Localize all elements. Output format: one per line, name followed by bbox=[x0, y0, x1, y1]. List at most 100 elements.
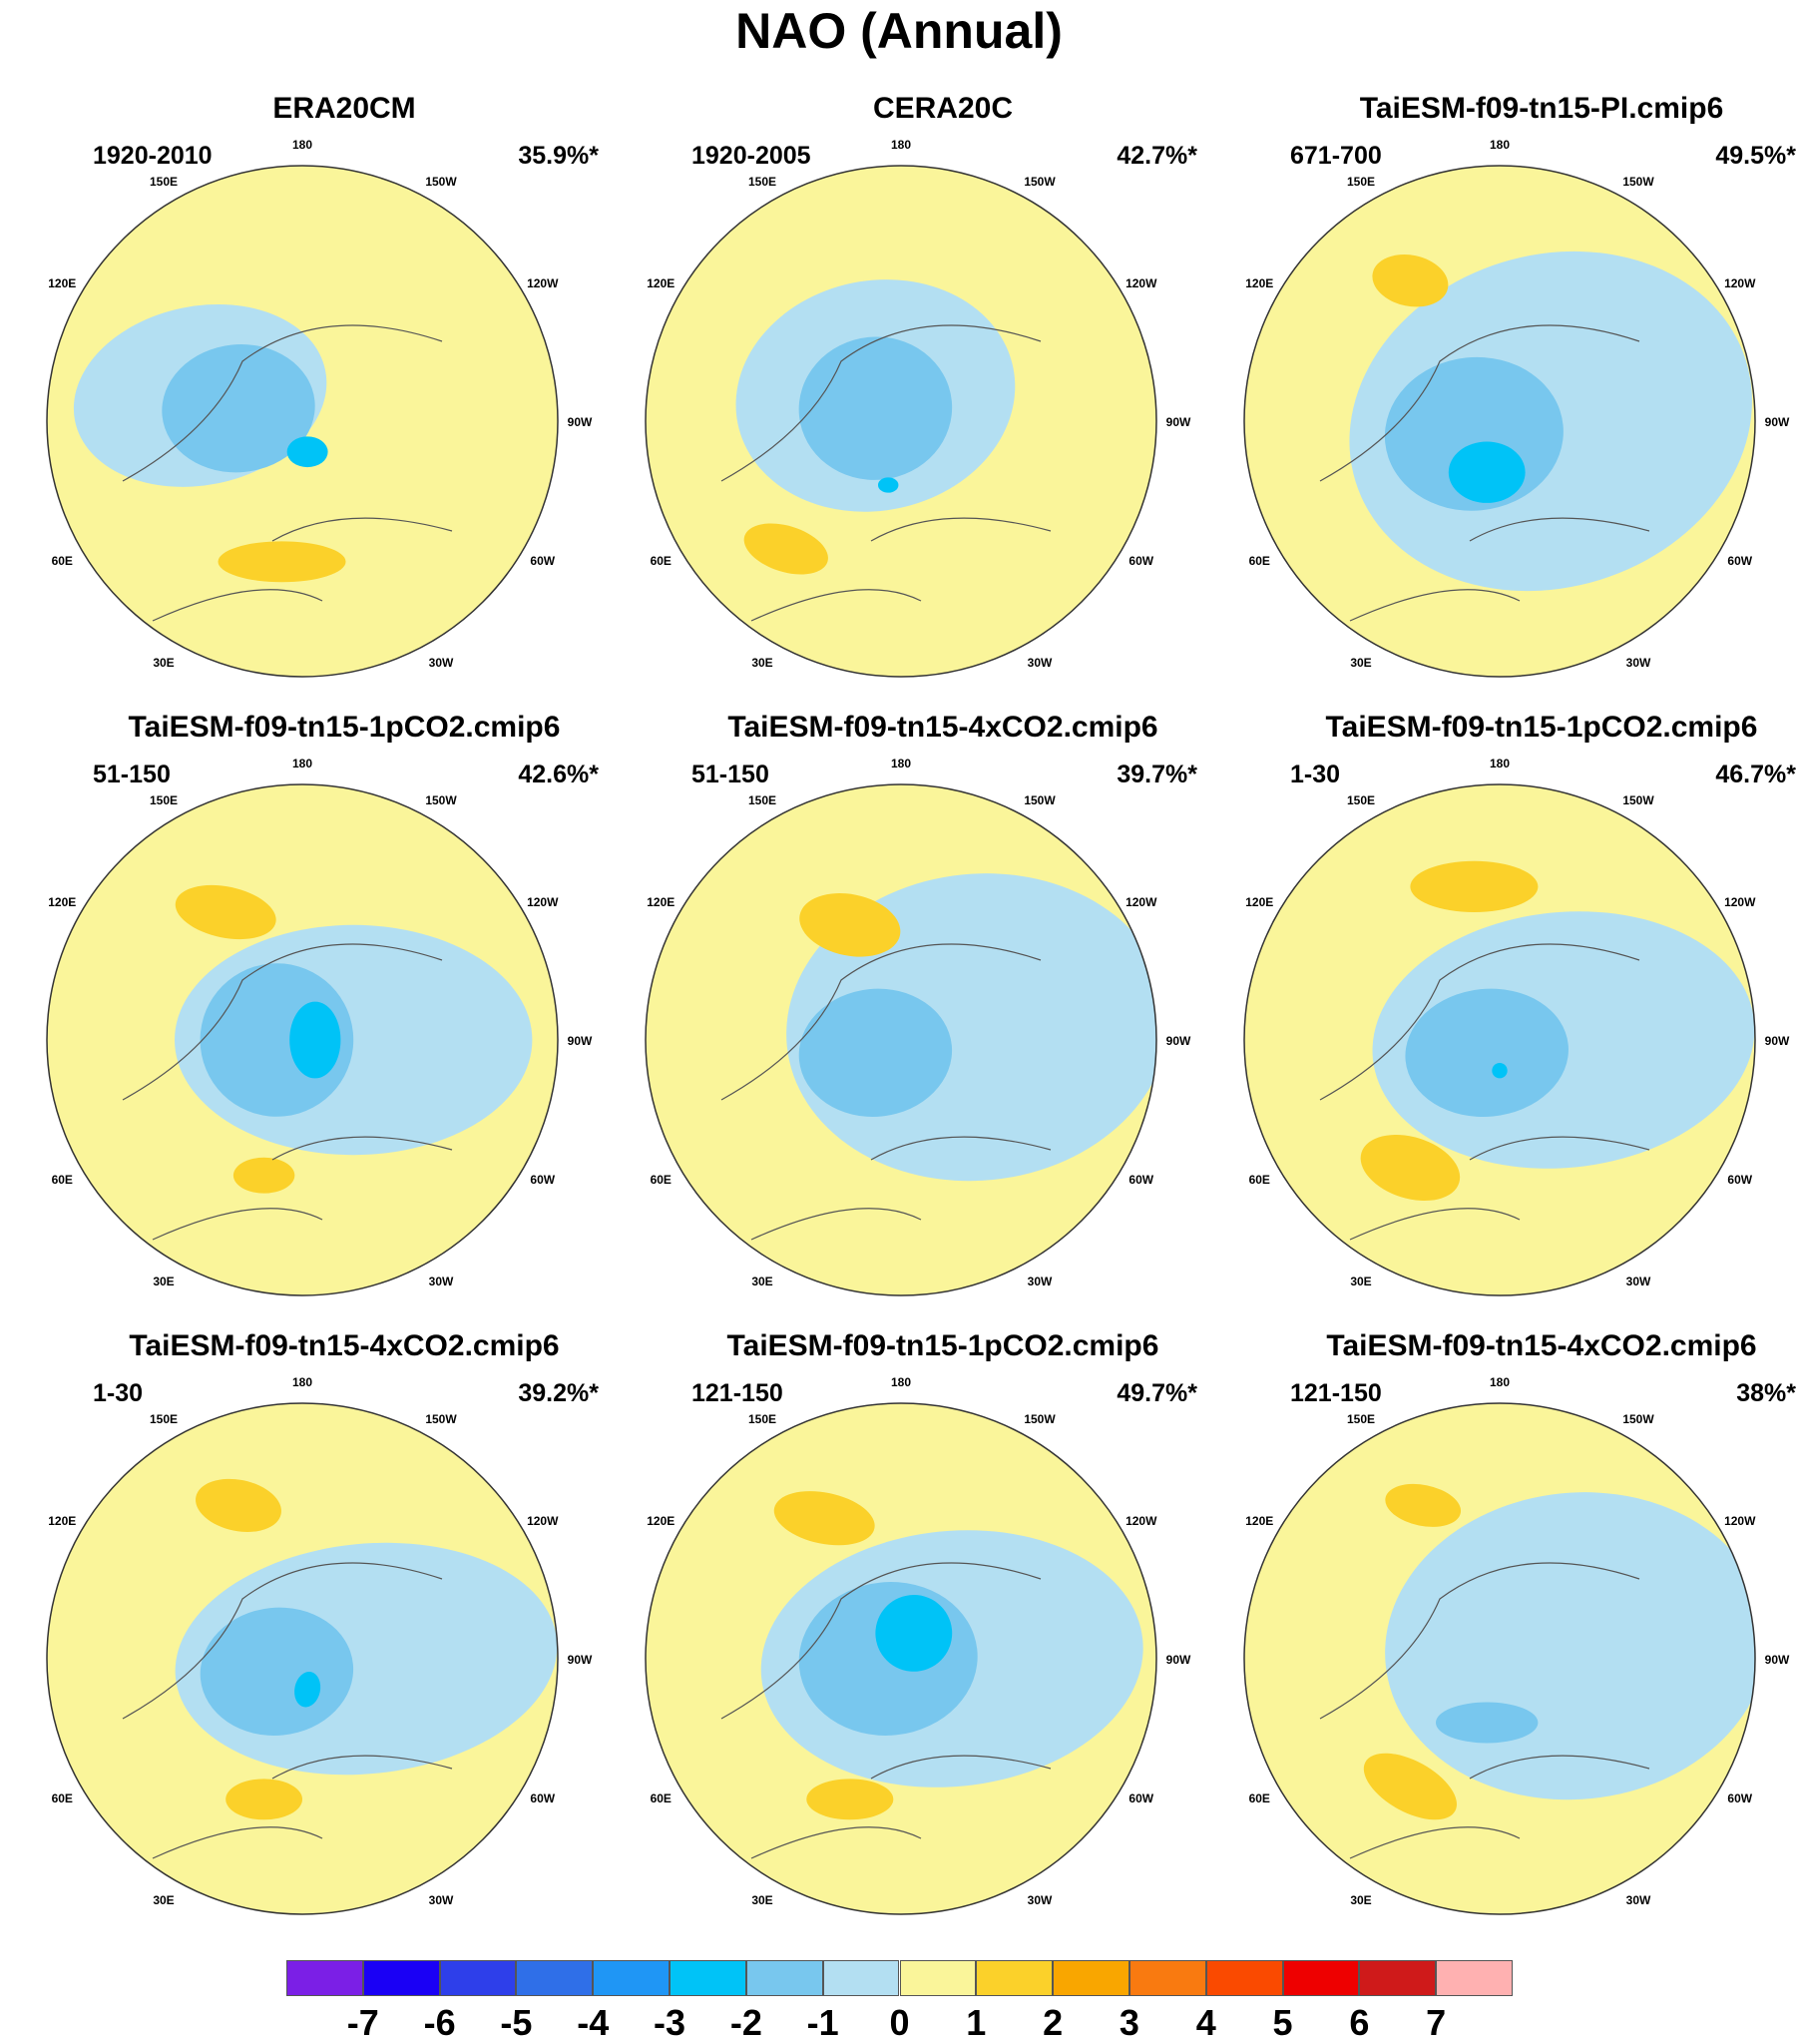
longitude-label: 30W bbox=[1626, 656, 1651, 670]
panel-title: CERA20C bbox=[872, 92, 1014, 125]
longitude-label: 60W bbox=[530, 554, 555, 568]
longitude-label: 30W bbox=[429, 656, 454, 670]
map-outline bbox=[46, 783, 559, 1296]
longitude-label: 30E bbox=[153, 1893, 174, 1907]
longitude-label: 120E bbox=[48, 895, 76, 909]
map-outline bbox=[1243, 1402, 1756, 1915]
longitude-label: 60W bbox=[530, 1791, 555, 1805]
map-outline bbox=[645, 783, 1157, 1296]
colorbar-swatch bbox=[286, 1960, 363, 1996]
negative-anomaly-2 bbox=[200, 1607, 354, 1736]
colorbar-swatch bbox=[1128, 1960, 1206, 1996]
longitude-label: 180 bbox=[891, 757, 911, 770]
longitude-label: 30W bbox=[1028, 1275, 1053, 1288]
colorbar-swatch bbox=[516, 1960, 594, 1996]
positive-anomaly-1 bbox=[218, 541, 346, 583]
longitude-label: 150W bbox=[425, 175, 457, 189]
negative-anomaly-2 bbox=[1405, 988, 1569, 1118]
panel-title: TaiESM-f09-tn15-4xCO2.cmip6 bbox=[727, 711, 1158, 744]
polar-map: 180150W150E120W120E90W90E60W60E30W30E0 bbox=[46, 757, 593, 1296]
longitude-label: 30W bbox=[429, 1893, 454, 1907]
map-panel-6: 180150W150E120W120E90W90E60W60E30W30E0Ta… bbox=[1242, 711, 1798, 1309]
negative-anomaly-3 bbox=[1448, 441, 1526, 503]
negative-anomaly-2 bbox=[798, 336, 953, 480]
longitude-label: 150W bbox=[1024, 1412, 1056, 1426]
colorbar-tick-label: -4 bbox=[577, 2002, 610, 2043]
longitude-label: 150E bbox=[150, 1412, 178, 1426]
coastline bbox=[122, 324, 453, 622]
positive-anomaly-1 bbox=[1410, 860, 1539, 912]
coastline bbox=[1319, 943, 1650, 1241]
coastline bbox=[122, 943, 453, 1241]
polar-map: 180150W150E120W120E90W90E60W60E30W30E0 bbox=[645, 138, 1191, 678]
longitude-label: 90W bbox=[1765, 1034, 1790, 1048]
longitude-label: 30E bbox=[1350, 1893, 1371, 1907]
longitude-label: 30W bbox=[1028, 656, 1053, 670]
longitude-label: 60W bbox=[1727, 1791, 1752, 1805]
coastline bbox=[1319, 324, 1650, 622]
longitude-label: 60W bbox=[1727, 554, 1752, 568]
coastline bbox=[1319, 1562, 1650, 1859]
panel-title: TaiESM-f09-tn15-1pCO2.cmip6 bbox=[128, 711, 561, 744]
negative-anomaly-3 bbox=[875, 1594, 953, 1672]
map-panel-7: 180150W150E120W120E90W90E60W60E30W30E0Ta… bbox=[45, 1329, 644, 1928]
positive-anomaly-1 bbox=[1372, 254, 1449, 307]
longitude-label: 120W bbox=[1125, 1514, 1157, 1528]
coastline bbox=[122, 1562, 453, 1859]
negative-anomaly-2 bbox=[1436, 1702, 1539, 1744]
colorbar-tick-label: 4 bbox=[1195, 2002, 1216, 2043]
longitude-label: 150E bbox=[748, 175, 776, 189]
longitude-label: 150E bbox=[150, 793, 178, 807]
positive-anomaly-1 bbox=[175, 884, 276, 940]
map-panel-4: 180150W150E120W120E90W90E60W60E30W30E0 Ta… bbox=[45, 711, 644, 1309]
colorbar-tick-label: -3 bbox=[654, 2002, 686, 2043]
positive-anomaly-1 bbox=[196, 1478, 281, 1532]
map-outline bbox=[1243, 165, 1756, 678]
colorbar-tick-label: 6 bbox=[1349, 2002, 1370, 2043]
longitude-label: 180 bbox=[1490, 757, 1510, 770]
panel-period: 1-30 bbox=[93, 1379, 144, 1407]
coastline bbox=[720, 324, 1052, 622]
longitude-label: 120E bbox=[647, 895, 674, 909]
map-panel-3: 180150W150E120W120E90W90E60W60E30W30E0Ta… bbox=[1242, 92, 1798, 691]
polar-map: 180150W150E120W120E90W90E60W60E30W30E0 bbox=[1243, 757, 1790, 1296]
longitude-label: 30W bbox=[1626, 1893, 1651, 1907]
colorbar-swatch bbox=[822, 1960, 900, 1996]
colorbar-tick-label: 7 bbox=[1426, 2002, 1447, 2043]
longitude-label: 150W bbox=[1024, 175, 1056, 189]
colorbar-swatch bbox=[1053, 1960, 1129, 1996]
map-outline bbox=[46, 1402, 559, 1915]
longitude-label: 180 bbox=[292, 1375, 312, 1389]
longitude-label: 120E bbox=[647, 1514, 674, 1528]
longitude-label: 150W bbox=[1024, 793, 1056, 807]
longitude-label: 60W bbox=[1128, 1173, 1153, 1187]
panel-period: 121-150 bbox=[691, 1379, 783, 1407]
colorbar-swatch bbox=[593, 1960, 671, 1996]
longitude-label: 180 bbox=[891, 138, 911, 152]
positive-anomaly-1 bbox=[1385, 1483, 1462, 1527]
longitude-label: 150W bbox=[425, 1412, 457, 1426]
longitude-label: 90W bbox=[568, 415, 593, 429]
longitude-label: 60W bbox=[1128, 1791, 1153, 1805]
longitude-label: 150E bbox=[1347, 793, 1375, 807]
coastline bbox=[720, 943, 1052, 1241]
positive-anomaly-2 bbox=[232, 1157, 295, 1194]
longitude-label: 60E bbox=[52, 1173, 73, 1187]
figure-title: NAO (Annual) bbox=[735, 3, 1063, 59]
negative-anomaly-3 bbox=[289, 1001, 341, 1079]
colorbar-tick-label: -7 bbox=[346, 2002, 379, 2043]
negative-anomaly-2 bbox=[200, 963, 354, 1117]
longitude-label: 90W bbox=[568, 1653, 593, 1667]
map-panel-9: 180150W150E120W120E90W90E60W60E30W30E0Ta… bbox=[1242, 1329, 1798, 1928]
negative-anomaly-2 bbox=[162, 344, 315, 473]
longitude-label: 30E bbox=[751, 656, 772, 670]
polar-map: 180150W150E120W120E90W90E60W60E30W30E0 bbox=[1243, 138, 1790, 678]
longitude-label: 30E bbox=[751, 1893, 772, 1907]
panel-period: 51-150 bbox=[691, 761, 769, 788]
colorbar-swatch bbox=[745, 1960, 823, 1996]
panel-period: 51-150 bbox=[93, 761, 171, 788]
longitude-label: 120W bbox=[1125, 895, 1157, 909]
colorbar-tick-label: 0 bbox=[889, 2002, 910, 2043]
longitude-label: 150E bbox=[748, 793, 776, 807]
panel-variance: 42.6%* bbox=[518, 761, 599, 788]
